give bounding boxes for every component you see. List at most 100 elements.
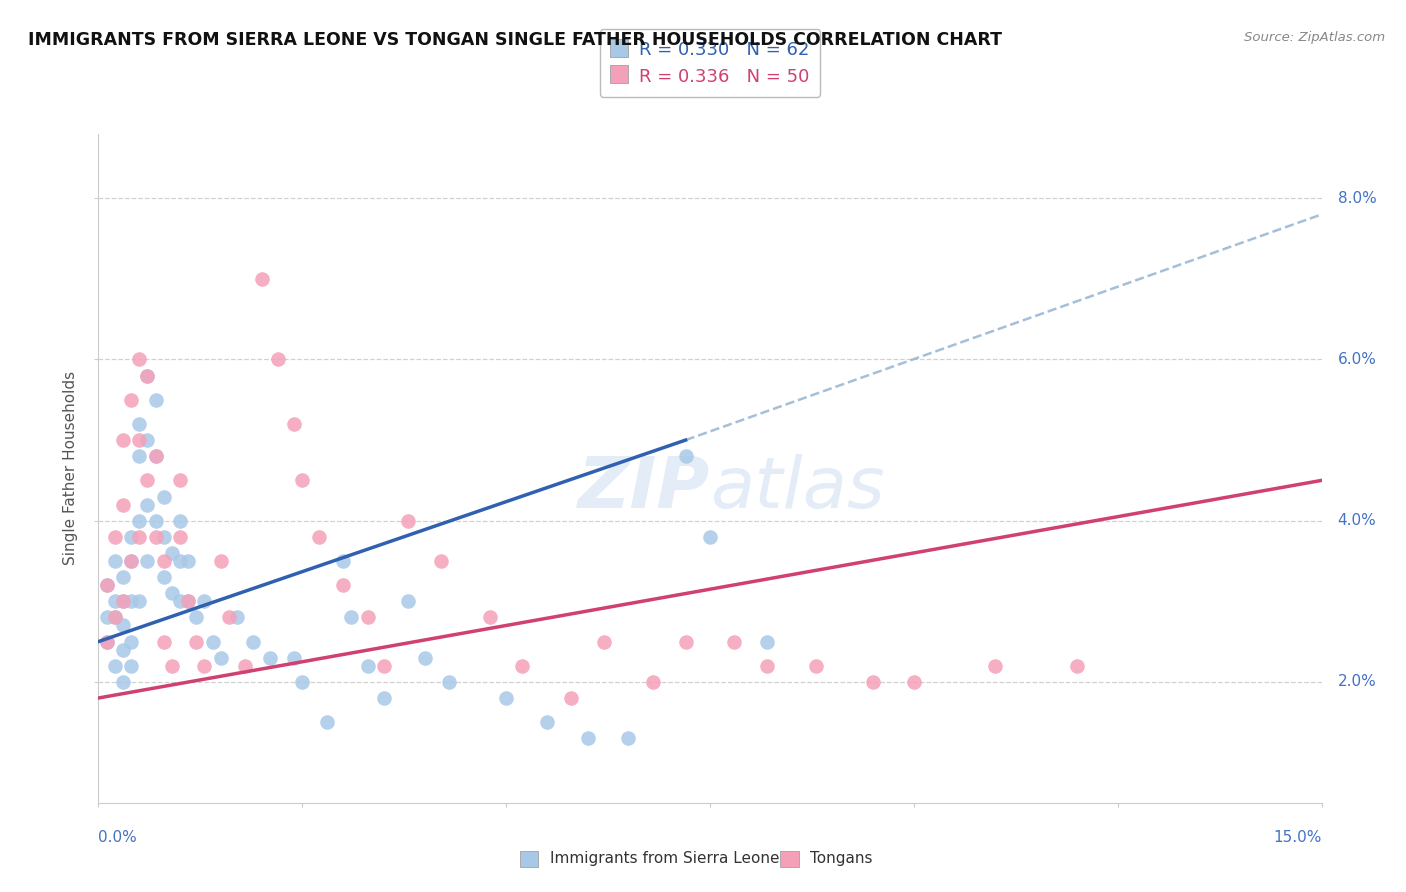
Point — [111, 594, 134, 608]
Point — [111, 594, 134, 608]
Text: ZIP: ZIP — [578, 454, 710, 523]
Point — [128, 433, 150, 447]
Point — [478, 610, 501, 624]
Point — [233, 658, 256, 673]
Point — [96, 634, 118, 648]
Point — [104, 610, 127, 624]
Point — [152, 554, 174, 568]
Point — [111, 570, 134, 584]
Point — [512, 658, 534, 673]
Point — [136, 554, 159, 568]
Point — [111, 674, 134, 689]
Point — [373, 691, 395, 706]
Point — [160, 546, 183, 560]
Point — [111, 498, 134, 512]
Point — [576, 731, 599, 746]
Point — [340, 610, 363, 624]
Point — [250, 272, 273, 286]
Point — [128, 514, 150, 528]
Point — [495, 691, 517, 706]
Point — [209, 650, 232, 665]
Point — [169, 594, 191, 608]
Point — [128, 417, 150, 431]
Point — [373, 658, 395, 673]
Point — [984, 658, 1007, 673]
Text: 0.0%: 0.0% — [98, 830, 138, 845]
Point — [120, 554, 142, 568]
Point — [104, 530, 127, 544]
Point — [332, 578, 354, 592]
Text: 15.0%: 15.0% — [1274, 830, 1322, 845]
Point — [169, 530, 191, 544]
Point — [291, 674, 314, 689]
Point — [120, 554, 142, 568]
Point — [756, 658, 779, 673]
Point — [396, 594, 419, 608]
Text: 6.0%: 6.0% — [1337, 352, 1376, 367]
Point — [160, 658, 183, 673]
Point — [128, 352, 150, 367]
Point — [675, 449, 697, 463]
Point — [104, 658, 127, 673]
Point — [699, 530, 721, 544]
Point — [104, 554, 127, 568]
Point — [152, 570, 174, 584]
Text: Tongans: Tongans — [810, 852, 872, 866]
Point — [193, 594, 215, 608]
Point — [413, 650, 436, 665]
Point — [111, 642, 134, 657]
Point — [136, 498, 159, 512]
Legend: R = 0.330   N = 62, R = 0.336   N = 50: R = 0.330 N = 62, R = 0.336 N = 50 — [599, 29, 821, 96]
Point — [675, 634, 697, 648]
Point — [120, 392, 142, 407]
Point — [120, 634, 142, 648]
Point — [128, 530, 150, 544]
Point — [177, 594, 200, 608]
Point — [804, 658, 827, 673]
Point — [903, 674, 925, 689]
Point — [111, 618, 134, 632]
Point — [396, 514, 419, 528]
Bar — [780, 851, 799, 867]
Point — [201, 634, 224, 648]
Point — [136, 433, 159, 447]
Point — [315, 715, 337, 730]
Point — [120, 658, 142, 673]
Point — [169, 554, 191, 568]
Point — [120, 530, 142, 544]
Point — [96, 578, 118, 592]
Point — [593, 634, 616, 648]
Point — [536, 715, 558, 730]
Text: IMMIGRANTS FROM SIERRA LEONE VS TONGAN SINGLE FATHER HOUSEHOLDS CORRELATION CHAR: IMMIGRANTS FROM SIERRA LEONE VS TONGAN S… — [28, 31, 1002, 49]
Point — [104, 594, 127, 608]
Point — [145, 449, 167, 463]
Point — [145, 392, 167, 407]
Point — [136, 368, 159, 383]
Point — [96, 634, 118, 648]
Y-axis label: Single Father Households: Single Father Households — [63, 371, 79, 566]
Point — [96, 578, 118, 592]
Point — [177, 554, 200, 568]
Point — [291, 474, 314, 488]
Point — [308, 530, 330, 544]
Point — [145, 514, 167, 528]
Point — [104, 610, 127, 624]
Point — [177, 594, 200, 608]
Point — [128, 449, 150, 463]
Point — [430, 554, 453, 568]
Point — [437, 674, 460, 689]
Text: Immigrants from Sierra Leone: Immigrants from Sierra Leone — [550, 852, 779, 866]
Point — [136, 474, 159, 488]
Point — [209, 554, 232, 568]
Text: 4.0%: 4.0% — [1337, 513, 1376, 528]
Point — [641, 674, 664, 689]
Point — [242, 634, 264, 648]
Point — [160, 586, 183, 600]
Point — [267, 352, 290, 367]
Point — [152, 530, 174, 544]
Point — [862, 674, 884, 689]
Point — [332, 554, 354, 568]
Point — [152, 490, 174, 504]
Point — [617, 731, 640, 746]
Point — [756, 634, 779, 648]
